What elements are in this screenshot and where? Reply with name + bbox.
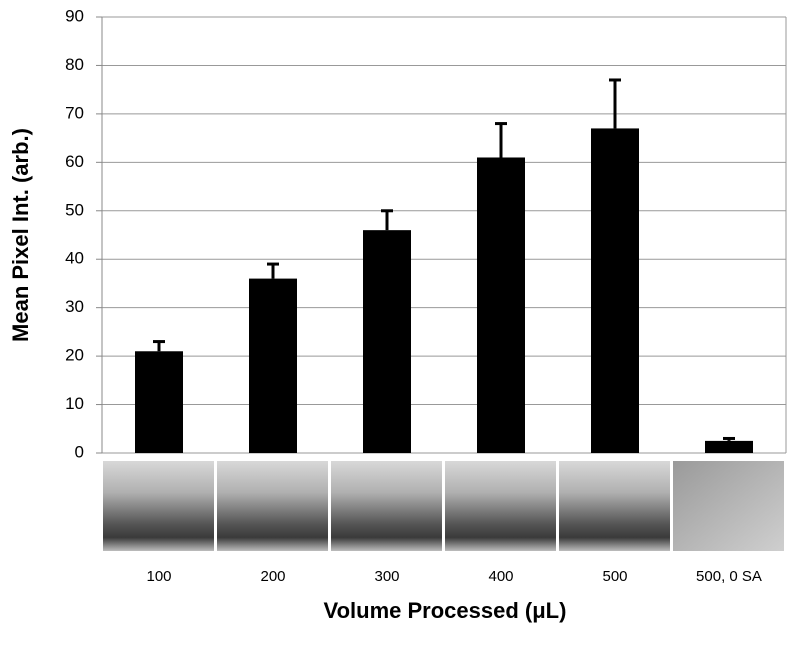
y-tick-label: 80 — [65, 55, 84, 74]
y-tick-label: 70 — [65, 103, 84, 122]
gel-image — [673, 461, 784, 551]
y-tick-label: 50 — [65, 200, 84, 219]
x-tick-label: 200 — [260, 568, 285, 585]
y-tick-label: 30 — [65, 297, 84, 316]
x-tick-label: 100 — [146, 568, 171, 585]
x-tick-label: 500, 0 SA — [696, 568, 762, 585]
y-tick-label: 0 — [75, 442, 84, 461]
bar — [705, 440, 753, 453]
y-tick-label: 10 — [65, 394, 84, 413]
y-tick-label: 40 — [65, 249, 84, 268]
x-axis-title: Volume Processed (μL) — [324, 598, 567, 623]
gel-image — [331, 461, 442, 551]
y-tick-label: 20 — [65, 346, 84, 365]
bar — [477, 157, 525, 453]
bar — [249, 278, 297, 453]
bar — [591, 128, 639, 453]
gel-image — [445, 461, 556, 551]
gel-image — [217, 461, 328, 551]
x-tick-label: 500 — [602, 568, 627, 585]
y-tick-label: 90 — [65, 6, 84, 25]
gel-image — [559, 461, 670, 551]
bar — [363, 230, 411, 453]
bar — [135, 351, 183, 453]
y-axis-title: Mean Pixel Int. (arb.) — [8, 128, 33, 342]
x-tick-label: 400 — [488, 568, 513, 585]
y-tick-label: 60 — [65, 152, 84, 171]
x-tick-label: 300 — [374, 568, 399, 585]
gel-image — [103, 461, 214, 551]
